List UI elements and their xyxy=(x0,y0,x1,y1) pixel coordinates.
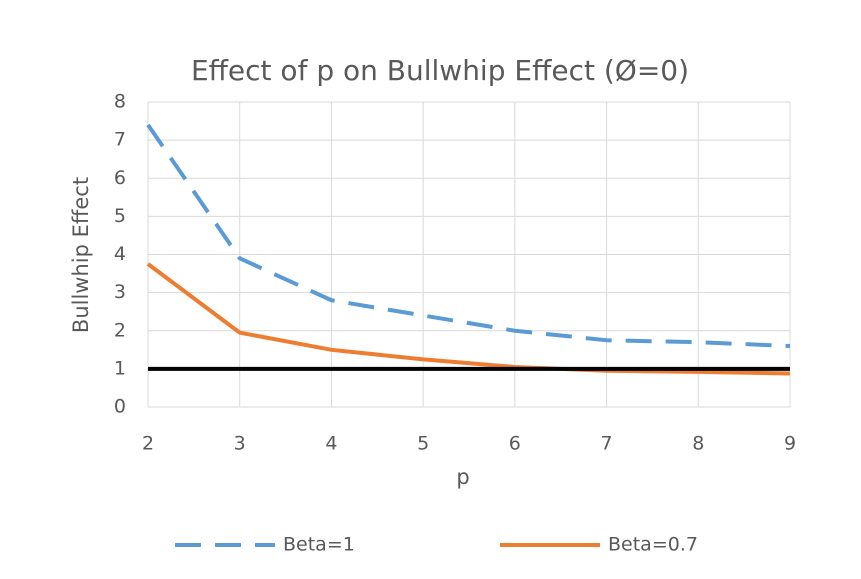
y-tick-label: 8 xyxy=(114,91,126,113)
page: Effect of p on Bullwhip Effect (Ø=0) p B… xyxy=(0,0,861,579)
chart-title: Effect of p on Bullwhip Effect (Ø=0) xyxy=(191,54,689,87)
x-tick-label: 4 xyxy=(325,433,337,455)
y-axis-label: Bullwhip Effect xyxy=(69,177,93,333)
x-tick-label: 3 xyxy=(234,433,246,455)
x-tick-label: 9 xyxy=(784,433,796,455)
x-tick-label: 5 xyxy=(417,433,429,455)
legend-label: Beta=1 xyxy=(283,534,355,556)
y-tick-label: 5 xyxy=(114,205,126,227)
y-tick-label: 3 xyxy=(114,281,126,303)
y-tick-label: 7 xyxy=(114,129,126,151)
x-axis-label: p xyxy=(456,465,469,489)
x-tick-label: 8 xyxy=(692,433,704,455)
x-tick-label: 6 xyxy=(509,433,521,455)
legend-label: Beta=0.7 xyxy=(608,534,698,556)
y-tick-label: 6 xyxy=(114,167,126,189)
chart: Effect of p on Bullwhip Effect (Ø=0) p B… xyxy=(0,0,861,579)
x-tick-label: 7 xyxy=(601,433,613,455)
y-tick-label: 0 xyxy=(114,396,126,418)
x-tick-label: 2 xyxy=(142,433,154,455)
y-tick-label: 2 xyxy=(114,319,126,341)
y-tick-label: 1 xyxy=(114,357,126,379)
y-tick-label: 4 xyxy=(114,243,126,265)
